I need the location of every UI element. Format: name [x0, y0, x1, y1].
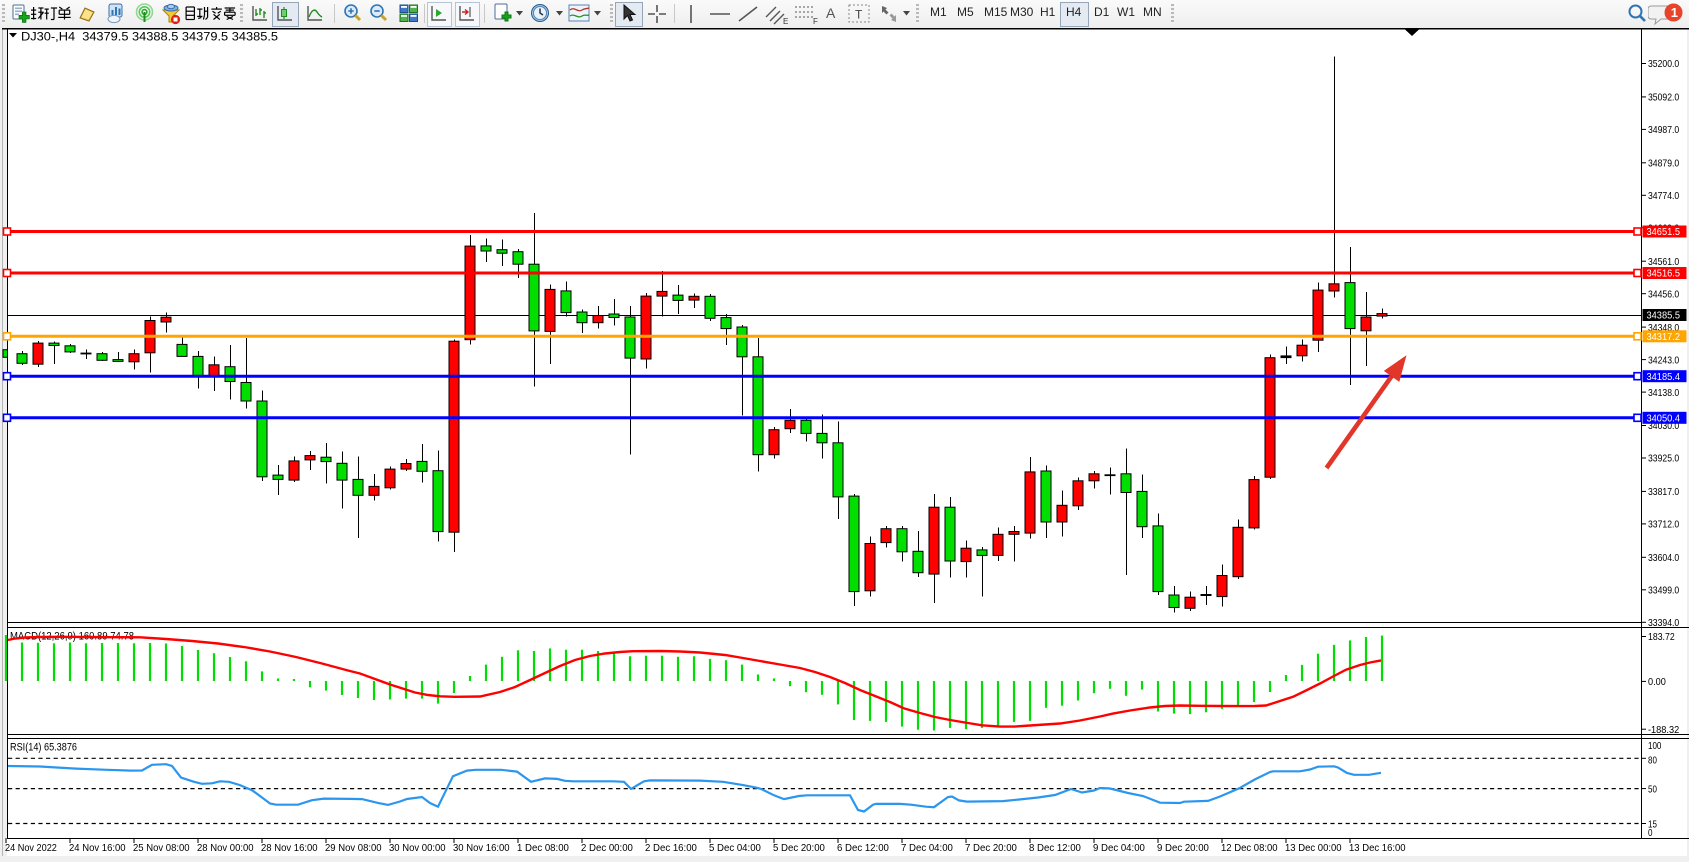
svg-text:7 Dec 20:00: 7 Dec 20:00	[965, 842, 1017, 854]
svg-text:28 Nov 00:00: 28 Nov 00:00	[197, 842, 254, 854]
svg-text:5 Dec 20:00: 5 Dec 20:00	[773, 842, 825, 854]
svg-text:183.72: 183.72	[1648, 631, 1675, 643]
svg-text:0.00: 0.00	[1648, 676, 1666, 688]
svg-text:100: 100	[1648, 740, 1662, 752]
svg-text:50: 50	[1648, 784, 1657, 796]
svg-text:E: E	[783, 17, 788, 26]
svg-text:24 Nov 16:00: 24 Nov 16:00	[69, 842, 126, 854]
svg-text:9 Dec 20:00: 9 Dec 20:00	[1157, 842, 1209, 854]
svg-text:30 Nov 16:00: 30 Nov 16:00	[453, 842, 510, 854]
svg-text:2 Dec 00:00: 2 Dec 00:00	[581, 842, 633, 854]
svg-text:0: 0	[1648, 827, 1653, 839]
svg-text:24 Nov 2022: 24 Nov 2022	[5, 842, 57, 854]
svg-text:1: 1	[1671, 5, 1678, 20]
svg-text:34651.5: 34651.5	[1647, 226, 1681, 238]
svg-text:15: 15	[1648, 819, 1657, 831]
svg-text:35200.0: 35200.0	[1648, 58, 1679, 70]
svg-text:34317.2: 34317.2	[1647, 331, 1681, 343]
svg-text:34456.0: 34456.0	[1648, 288, 1679, 300]
svg-text:33394.0: 33394.0	[1648, 617, 1679, 629]
svg-text:6 Dec 12:00: 6 Dec 12:00	[837, 842, 889, 854]
svg-text:7 Dec 04:00: 7 Dec 04:00	[901, 842, 953, 854]
svg-text:34879.0: 34879.0	[1648, 158, 1679, 170]
svg-text:33712.0: 33712.0	[1648, 519, 1679, 531]
svg-text:28 Nov 16:00: 28 Nov 16:00	[261, 842, 318, 854]
svg-text:8 Dec 12:00: 8 Dec 12:00	[1029, 842, 1081, 854]
svg-text:33499.0: 33499.0	[1648, 585, 1679, 597]
svg-text:1 Dec 08:00: 1 Dec 08:00	[517, 842, 569, 854]
svg-text:-188.32: -188.32	[1648, 724, 1679, 736]
svg-text:13 Dec 16:00: 13 Dec 16:00	[1349, 842, 1406, 854]
svg-text:34987.0: 34987.0	[1648, 124, 1679, 136]
svg-text:33604.0: 33604.0	[1648, 552, 1679, 564]
svg-text:F: F	[813, 17, 818, 26]
svg-text:13 Dec 00:00: 13 Dec 00:00	[1285, 842, 1342, 854]
svg-text:34185.4: 34185.4	[1647, 371, 1681, 383]
svg-text:34516.5: 34516.5	[1647, 268, 1681, 280]
svg-text:30 Nov 00:00: 30 Nov 00:00	[389, 842, 446, 854]
svg-text:34050.4: 34050.4	[1647, 413, 1681, 425]
svg-text:2 Dec 16:00: 2 Dec 16:00	[645, 842, 697, 854]
svg-text:80: 80	[1648, 754, 1657, 766]
svg-text:25 Nov 08:00: 25 Nov 08:00	[133, 842, 190, 854]
svg-text:34774.0: 34774.0	[1648, 190, 1679, 202]
svg-text:35092.0: 35092.0	[1648, 92, 1679, 104]
svg-text:34138.0: 34138.0	[1648, 387, 1679, 399]
svg-text:5 Dec 04:00: 5 Dec 04:00	[709, 842, 761, 854]
svg-text:9 Dec 04:00: 9 Dec 04:00	[1093, 842, 1145, 854]
svg-text:34243.0: 34243.0	[1648, 354, 1679, 366]
svg-text:34385.5: 34385.5	[1647, 310, 1681, 322]
svg-text:12 Dec 08:00: 12 Dec 08:00	[1221, 842, 1278, 854]
svg-text:RSI(14) 65.3876: RSI(14) 65.3876	[10, 742, 77, 754]
svg-text:29 Nov 08:00: 29 Nov 08:00	[325, 842, 382, 854]
svg-text:34561.0: 34561.0	[1648, 256, 1679, 268]
svg-text:DJ30-,H4 34379.5 34388.5 3437: DJ30-,H4 34379.5 34388.5 34379.5 34385.5	[21, 30, 278, 44]
svg-text:33925.0: 33925.0	[1648, 453, 1679, 465]
svg-text:T: T	[855, 8, 863, 22]
svg-text:33817.0: 33817.0	[1648, 486, 1679, 498]
